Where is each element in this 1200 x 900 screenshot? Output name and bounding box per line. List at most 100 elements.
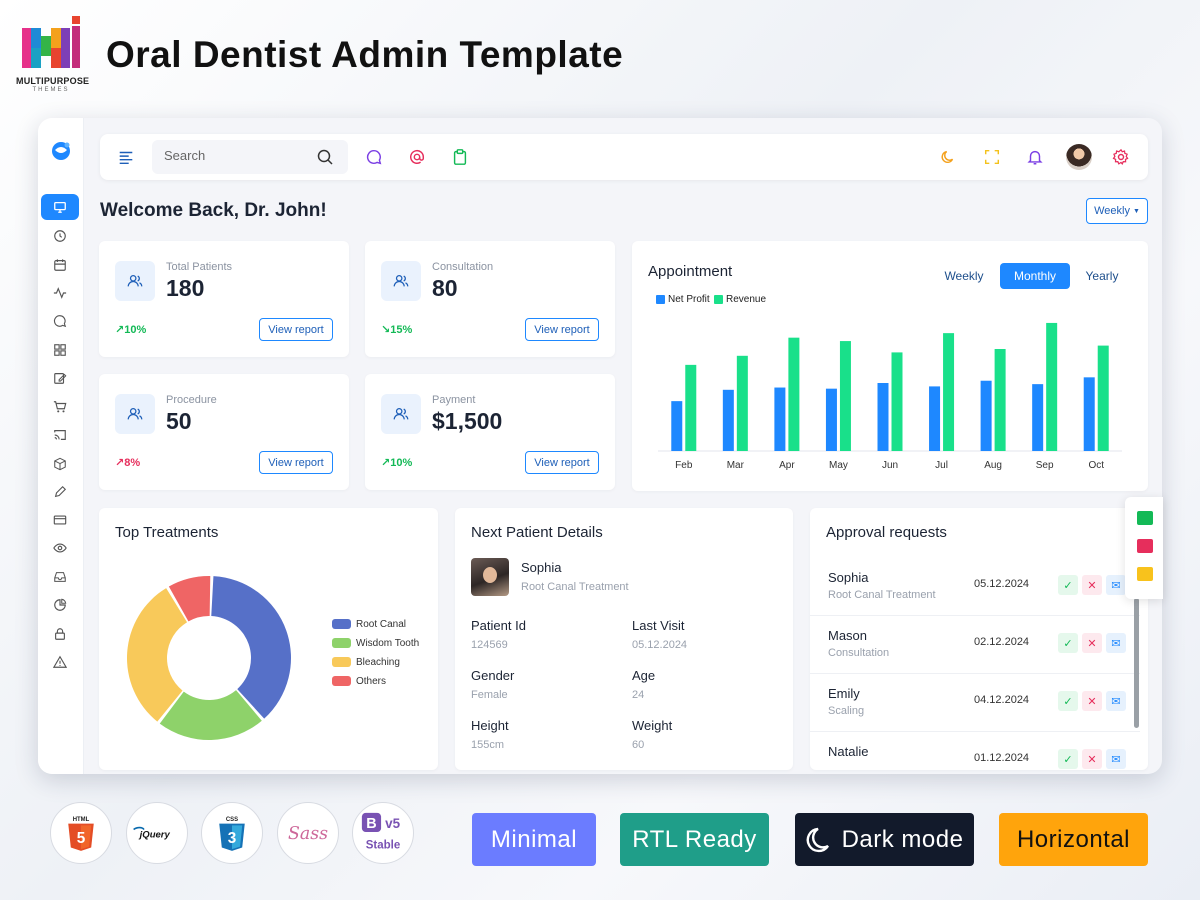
stat-card-procedure: Procedure 50 ↗8% View report	[99, 374, 349, 490]
reject-x-icon[interactable]: ✕	[1082, 691, 1102, 711]
dashboard-frame: Welcome Back, Dr. John! Weekly▼ Total Pa…	[38, 118, 1162, 774]
legend-swatch	[332, 676, 351, 686]
settings-gear-icon[interactable]	[1111, 147, 1131, 167]
stat-card-consultation: Consultation 80 ↘15% View report	[365, 241, 615, 357]
sticky-note-icon[interactable]	[1137, 567, 1153, 581]
brand-sub: THEMES	[32, 87, 70, 93]
search-icon[interactable]	[316, 148, 334, 171]
menu-toggle-icon[interactable]	[116, 147, 136, 167]
approve-check-icon[interactable]: ✓	[1058, 749, 1078, 769]
welcome-heading: Welcome Back, Dr. John!	[100, 200, 327, 221]
tab-monthly[interactable]: Monthly	[1000, 263, 1070, 289]
next-patient-title: Next Patient Details	[471, 524, 603, 541]
chat-icon[interactable]	[364, 147, 384, 167]
field-label: Weight	[632, 718, 673, 733]
nav-lock-icon[interactable]	[51, 625, 69, 643]
mail-icon[interactable]: ✉	[1106, 575, 1126, 595]
field-value: 124569	[471, 639, 508, 651]
at-icon[interactable]	[407, 147, 427, 167]
users-icon	[115, 261, 155, 301]
view-report-button[interactable]: View report	[525, 451, 599, 474]
feature-dark-mode: Dark mode	[795, 813, 974, 866]
approve-check-icon[interactable]: ✓	[1058, 633, 1078, 653]
nav-calendar-icon[interactable]	[51, 256, 69, 274]
html5-badge: HTML 5	[50, 802, 112, 864]
field-label: Patient Id	[471, 618, 526, 633]
field-value: 05.12.2024	[632, 639, 688, 651]
stat-value: 50	[166, 408, 192, 434]
stat-value: 180	[166, 275, 205, 301]
bar-net-profit-jun	[877, 383, 889, 451]
fullscreen-icon[interactable]	[982, 147, 1002, 167]
scrollbar-thumb[interactable]	[1134, 598, 1139, 728]
approve-check-icon[interactable]: ✓	[1058, 575, 1078, 595]
nav-cast-icon[interactable]	[51, 426, 69, 444]
nav-alert-icon[interactable]	[51, 653, 69, 671]
users-icon	[115, 394, 155, 434]
reject-x-icon[interactable]: ✕	[1082, 633, 1102, 653]
svg-text:5: 5	[77, 830, 86, 847]
x-tick-label: Oct	[1088, 460, 1104, 471]
approval-date: 01.12.2024	[974, 752, 1030, 764]
nav-cart-icon[interactable]	[51, 398, 69, 416]
donut-slice-wisdom-tooth	[159, 690, 262, 740]
stat-card-total-patients: Total Patients 180 ↗10% View report	[99, 241, 349, 357]
reject-x-icon[interactable]: ✕	[1082, 575, 1102, 595]
arrow-up-icon: ↗	[381, 457, 391, 469]
view-report-button[interactable]: View report	[259, 451, 333, 474]
nav-grid-icon[interactable]	[51, 341, 69, 359]
nav-eye-icon[interactable]	[51, 539, 69, 557]
mail-icon[interactable]: ✉	[1106, 691, 1126, 711]
legend-swatch	[332, 657, 351, 667]
svg-text:3: 3	[228, 830, 237, 847]
image-icon[interactable]	[1137, 539, 1153, 553]
approve-check-icon[interactable]: ✓	[1058, 691, 1078, 711]
nav-activity-icon[interactable]	[51, 284, 69, 302]
nav-clock-icon[interactable]	[51, 227, 69, 245]
nav-box-icon[interactable]	[51, 455, 69, 473]
search-input[interactable]	[164, 148, 304, 163]
nav-chat-icon[interactable]	[51, 312, 69, 330]
stat-label: Payment	[432, 394, 476, 406]
nav-card-icon[interactable]	[51, 511, 69, 529]
bar-net-profit-feb	[671, 401, 683, 451]
period-dropdown[interactable]: Weekly ▼	[1086, 198, 1148, 224]
svg-text:B: B	[366, 816, 376, 832]
field-value: 60	[632, 739, 645, 751]
bar-net-profit-aug	[980, 380, 992, 451]
approval-type: Scaling	[828, 705, 865, 717]
tab-yearly[interactable]: Yearly	[1085, 269, 1119, 283]
tab-weekly[interactable]: Weekly	[944, 269, 984, 283]
stat-card-payment: Payment $1,500 ↗10% View report	[365, 374, 615, 490]
patient-treatment: Root Canal Treatment	[521, 581, 629, 593]
legend-revenue: Revenue	[726, 294, 767, 305]
reject-x-icon[interactable]: ✕	[1082, 749, 1102, 769]
user-avatar[interactable]	[1066, 144, 1092, 170]
nav-pencil-icon[interactable]	[51, 483, 69, 501]
nav-dashboard-icon[interactable]	[41, 194, 79, 220]
mail-icon[interactable]: ✉	[1106, 633, 1126, 653]
bar-net-profit-may	[825, 388, 837, 451]
cash-icon[interactable]	[1137, 511, 1153, 525]
nav-pie-icon[interactable]	[51, 596, 69, 614]
html-badge-label: HTML	[73, 817, 90, 823]
approval-requests-card: Approval requests Sophia Root Canal Trea…	[810, 508, 1148, 770]
approval-row: Mason Consultation 02.12.2024 ✓ ✕ ✉	[810, 616, 1140, 674]
view-report-button[interactable]: View report	[259, 318, 333, 341]
nav-edit-icon[interactable]	[51, 369, 69, 387]
x-tick-label: Feb	[675, 460, 693, 471]
nav-inbox-icon[interactable]	[51, 568, 69, 586]
legend-swatch	[332, 638, 351, 648]
appointment-bar-chart: Feb Mar Apr May Jun Jul Aug Sep Oct	[658, 322, 1122, 471]
clipboard-icon[interactable]	[450, 147, 470, 167]
approval-date: 05.12.2024	[974, 578, 1030, 590]
notification-bell-icon[interactable]	[1025, 147, 1045, 167]
stat-label: Procedure	[166, 394, 217, 406]
view-report-button[interactable]: View report	[525, 318, 599, 341]
dark-mode-icon[interactable]	[938, 147, 958, 167]
appointment-card: Appointment Weekly Monthly Yearly Net Pr…	[632, 241, 1148, 491]
arrow-down-icon: ↘	[381, 324, 391, 336]
mail-icon[interactable]: ✉	[1106, 749, 1126, 769]
app-logo-icon[interactable]	[48, 138, 74, 164]
approval-row: Sophia Root Canal Treatment 05.12.2024 ✓…	[810, 558, 1140, 616]
